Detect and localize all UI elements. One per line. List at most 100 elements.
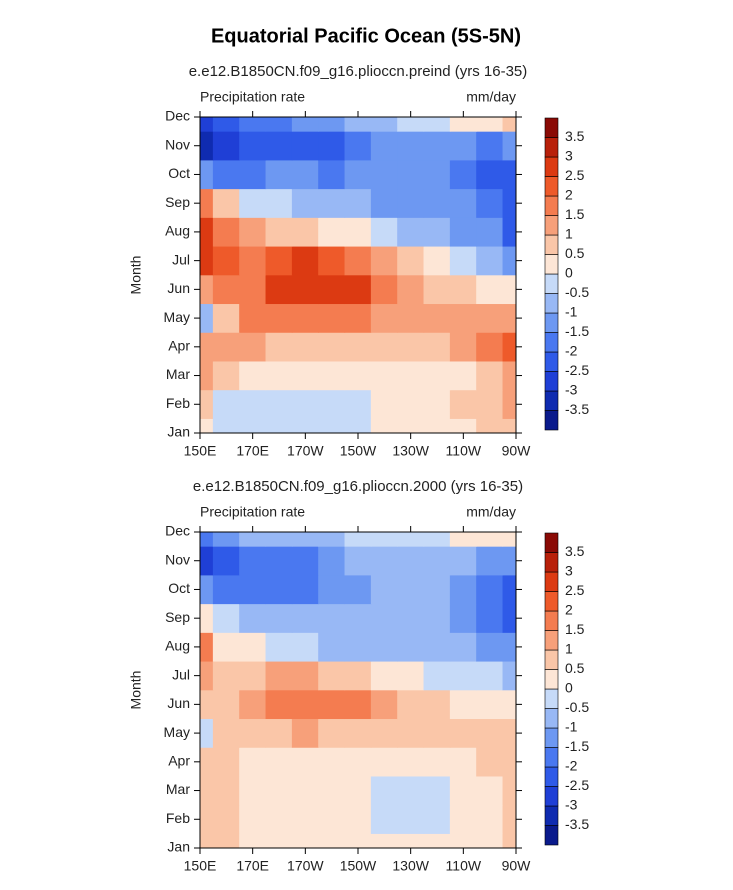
contour-cell xyxy=(502,332,516,362)
contour-cell xyxy=(239,603,267,633)
contour-cell xyxy=(265,188,293,218)
contour-cell xyxy=(291,188,319,218)
contour-cell xyxy=(200,117,214,132)
contour-cell xyxy=(200,632,214,662)
colorbar-box xyxy=(544,766,559,787)
colorbar-label: 0.5 xyxy=(565,660,585,676)
contour-cell xyxy=(397,632,425,662)
contour-cell xyxy=(239,131,267,161)
figure-title: Equatorial Pacific Ocean (5S-5N) xyxy=(211,25,521,47)
contour-cell xyxy=(370,546,398,576)
contour-cell xyxy=(239,188,267,218)
contour-cell xyxy=(291,245,319,276)
contour-cell xyxy=(291,632,319,662)
contour-cell xyxy=(318,689,346,720)
contour-cell xyxy=(291,217,319,247)
contour-cell xyxy=(397,532,425,547)
contour-cell xyxy=(200,303,214,333)
contour-cell xyxy=(502,747,516,777)
colorbar-box xyxy=(544,390,559,411)
colorbar-box xyxy=(544,805,559,826)
contour-cell xyxy=(344,833,372,848)
contour-cell xyxy=(397,217,425,247)
colorbar-label: -2.5 xyxy=(565,362,589,378)
y-tick-label: Apr xyxy=(168,753,190,769)
contour-cell xyxy=(502,117,516,132)
x-tick-label: 150E xyxy=(184,443,217,459)
contour-cell xyxy=(265,546,293,576)
contour-cell xyxy=(502,632,516,662)
contour-cell xyxy=(265,833,293,848)
contour-cell xyxy=(344,775,372,806)
colorbar-label: 3.5 xyxy=(565,128,585,144)
contour-cell xyxy=(344,117,372,132)
contour-cell xyxy=(212,718,240,748)
contour-cell xyxy=(200,360,214,391)
y-tick-label: Nov xyxy=(165,136,190,152)
contour-cell xyxy=(370,159,398,190)
colorbar-label: -0.5 xyxy=(565,699,589,715)
chart-subtitle: e.e12.B1850CN.f09_g16.plioccn.2000 (yrs … xyxy=(193,478,523,495)
colorbar-label: -1.5 xyxy=(565,738,589,754)
contour-cell xyxy=(370,303,398,333)
contour-cell xyxy=(212,775,240,806)
x-tick-label: 90W xyxy=(502,443,532,459)
contour-cell xyxy=(344,188,372,218)
contour-cell xyxy=(476,159,504,190)
variable-label: Precipitation rate xyxy=(200,504,305,520)
contour-cell xyxy=(200,217,214,247)
contour-cell xyxy=(449,532,477,547)
contour-cell xyxy=(476,188,504,218)
colorbar-label: -1 xyxy=(565,719,578,735)
y-tick-label: Oct xyxy=(168,165,190,181)
colorbar-label: -3.5 xyxy=(565,401,589,417)
contour-cell xyxy=(318,574,346,605)
x-tick-label: 170W xyxy=(287,858,324,874)
contour-cell xyxy=(397,303,425,333)
contour-cell xyxy=(370,332,398,362)
contour-cell xyxy=(291,574,319,605)
contour-cell xyxy=(397,747,425,777)
contour-cell xyxy=(476,718,504,748)
contour-cell xyxy=(449,117,477,132)
contour-cell xyxy=(370,632,398,662)
contour-cell xyxy=(291,660,319,691)
contour-cell xyxy=(200,188,214,218)
contour-cell xyxy=(423,159,451,190)
colorbar-box xyxy=(544,156,559,177)
colorbar-box xyxy=(544,234,559,255)
contour-cell xyxy=(265,360,293,391)
contour-cell xyxy=(318,775,346,806)
contour-cell xyxy=(265,217,293,247)
contour-cell xyxy=(476,131,504,161)
contour-cell xyxy=(476,217,504,247)
colorbar-box xyxy=(544,532,559,553)
y-axis-title: Month xyxy=(128,256,144,295)
contour-cell xyxy=(397,117,425,132)
contour-cell xyxy=(265,660,293,691)
colorbar-box xyxy=(544,649,559,670)
field xyxy=(200,532,516,848)
contour-cell xyxy=(397,804,425,834)
contour-cell xyxy=(370,775,398,806)
contour-cell xyxy=(423,718,451,748)
contour-cell xyxy=(502,546,516,576)
contour-cell xyxy=(344,574,372,605)
contour-cell xyxy=(212,804,240,834)
colorbar-box xyxy=(544,332,559,353)
colorbar-box xyxy=(544,176,559,197)
contour-cell xyxy=(397,159,425,190)
chart-subtitle: e.e12.B1850CN.f09_g16.plioccn.preind (yr… xyxy=(189,63,528,80)
colorbar-label: -3 xyxy=(565,382,578,398)
contour-cell xyxy=(200,660,214,691)
field xyxy=(200,117,516,433)
x-tick-label: 150E xyxy=(184,858,217,874)
contour-cell xyxy=(344,689,372,720)
contour-cell xyxy=(344,274,372,305)
contour-cell xyxy=(200,532,214,547)
contour-cell xyxy=(476,574,504,605)
x-tick-label: 110W xyxy=(446,858,482,874)
contour-cell xyxy=(318,245,346,276)
contour-cell xyxy=(370,274,398,305)
contour-cell xyxy=(449,632,477,662)
